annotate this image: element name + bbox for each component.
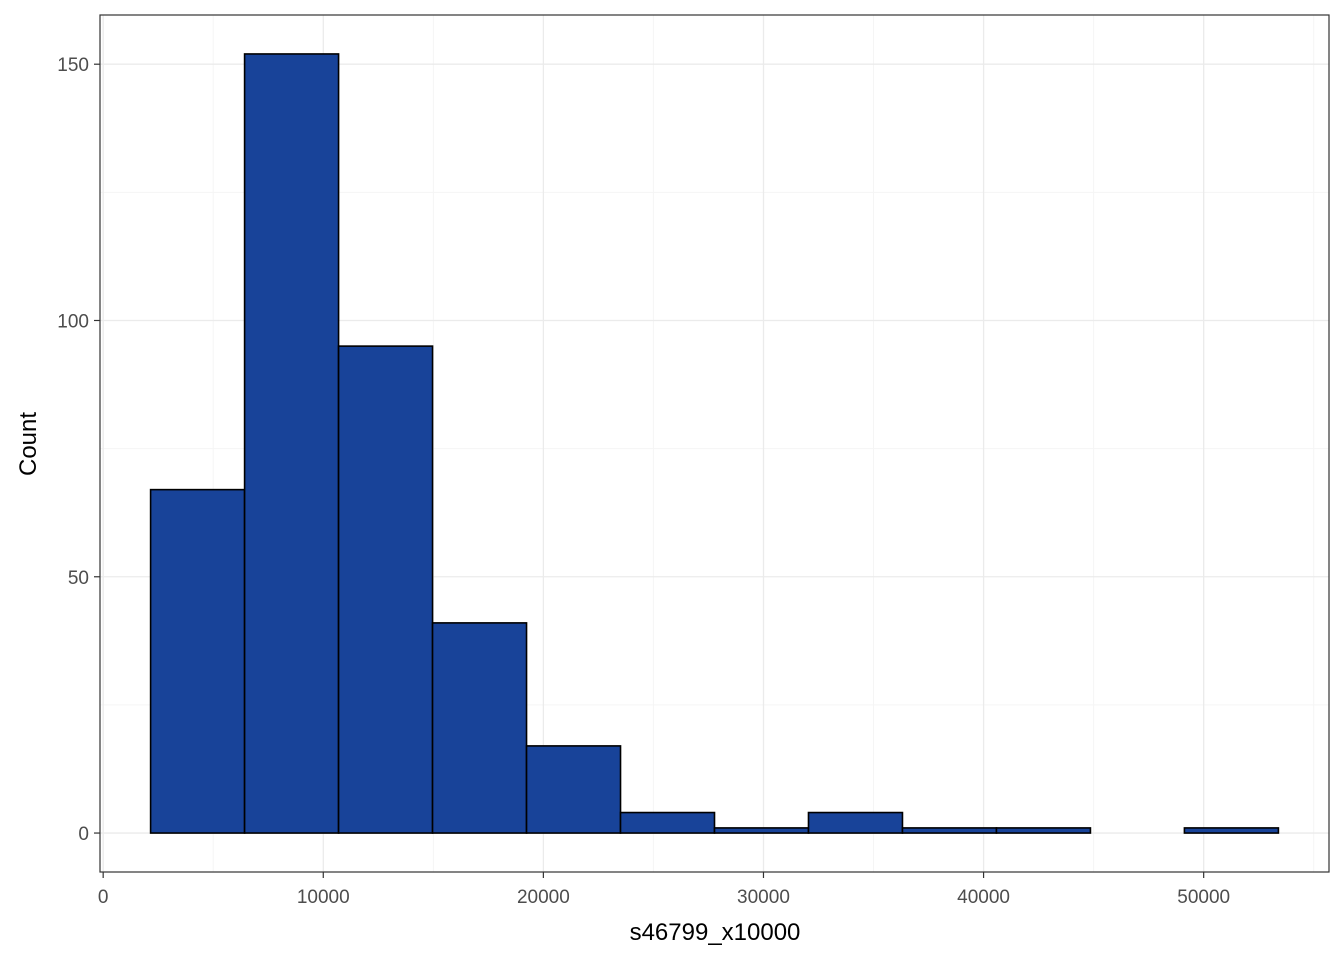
histogram-bar-12	[1183, 827, 1280, 834]
x-tick-label: 10000	[297, 887, 350, 908]
histogram-bar-1	[149, 488, 246, 834]
histogram-bar-5	[525, 745, 622, 834]
y-tick-label: 50	[68, 568, 89, 589]
y-tick-label: 0	[78, 824, 89, 845]
histogram-bar-4	[431, 622, 528, 834]
x-tick-label: 50000	[1177, 887, 1230, 908]
x-axis-ticks: 0 10000 20000 30000 40000 50000	[98, 872, 1230, 908]
histogram-bar-10	[995, 827, 1092, 834]
x-tick-label: 20000	[517, 887, 570, 908]
x-axis-title: s46799_x10000	[630, 919, 801, 946]
y-axis-ticks: 0 50 100 150	[57, 55, 100, 845]
panel-border	[99, 14, 1330, 873]
y-axis-title: Count	[15, 412, 42, 476]
histogram-bar-6	[619, 811, 716, 834]
y-tick-label: 150	[57, 55, 89, 76]
x-tick-label: 40000	[957, 887, 1010, 908]
y-tick-label: 100	[57, 311, 89, 332]
x-tick-label: 0	[98, 887, 109, 908]
histogram-bars	[149, 53, 1280, 834]
histogram-bar-9	[901, 827, 998, 834]
histogram-bar-8	[807, 811, 904, 834]
histogram-bar-7	[713, 827, 810, 834]
x-tick-label: 30000	[737, 887, 790, 908]
histogram-bar-3	[337, 345, 434, 834]
histogram-bar-2	[243, 53, 340, 834]
